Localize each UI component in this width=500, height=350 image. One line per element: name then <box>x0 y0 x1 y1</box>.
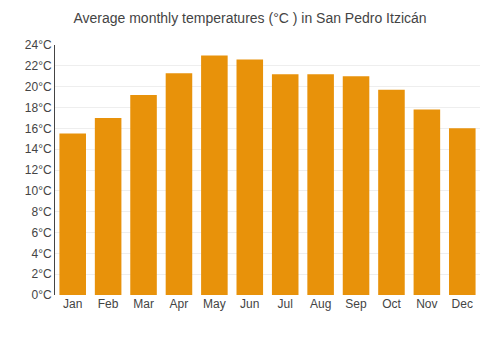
svg-text:Feb: Feb <box>98 297 119 311</box>
svg-text:Apr: Apr <box>170 297 189 311</box>
svg-text:14°C: 14°C <box>25 142 52 156</box>
svg-text:8°C: 8°C <box>31 205 51 219</box>
svg-text:18°C: 18°C <box>25 101 52 115</box>
svg-text:Oct: Oct <box>382 297 401 311</box>
svg-text:2°C: 2°C <box>31 267 51 281</box>
svg-text:Dec: Dec <box>452 297 473 311</box>
svg-text:20°C: 20°C <box>25 80 52 94</box>
svg-text:Jul: Jul <box>278 297 293 311</box>
svg-text:May: May <box>203 297 226 311</box>
svg-text:16°C: 16°C <box>25 122 52 136</box>
svg-text:Jun: Jun <box>240 297 259 311</box>
svg-text:12°C: 12°C <box>25 163 52 177</box>
svg-text:Sep: Sep <box>345 297 367 311</box>
svg-text:Average monthly temperatures (: Average monthly temperatures (°C ) in Sa… <box>73 10 426 26</box>
svg-text:22°C: 22°C <box>25 59 52 73</box>
svg-text:Mar: Mar <box>133 297 154 311</box>
svg-text:Nov: Nov <box>416 297 437 311</box>
svg-text:4°C: 4°C <box>31 247 51 261</box>
svg-text:10°C: 10°C <box>25 184 52 198</box>
svg-text:24°C: 24°C <box>25 38 52 52</box>
svg-text:6°C: 6°C <box>31 226 51 240</box>
svg-text:Jan: Jan <box>63 297 82 311</box>
svg-text:Aug: Aug <box>310 297 331 311</box>
svg-text:0°C: 0°C <box>31 288 51 302</box>
